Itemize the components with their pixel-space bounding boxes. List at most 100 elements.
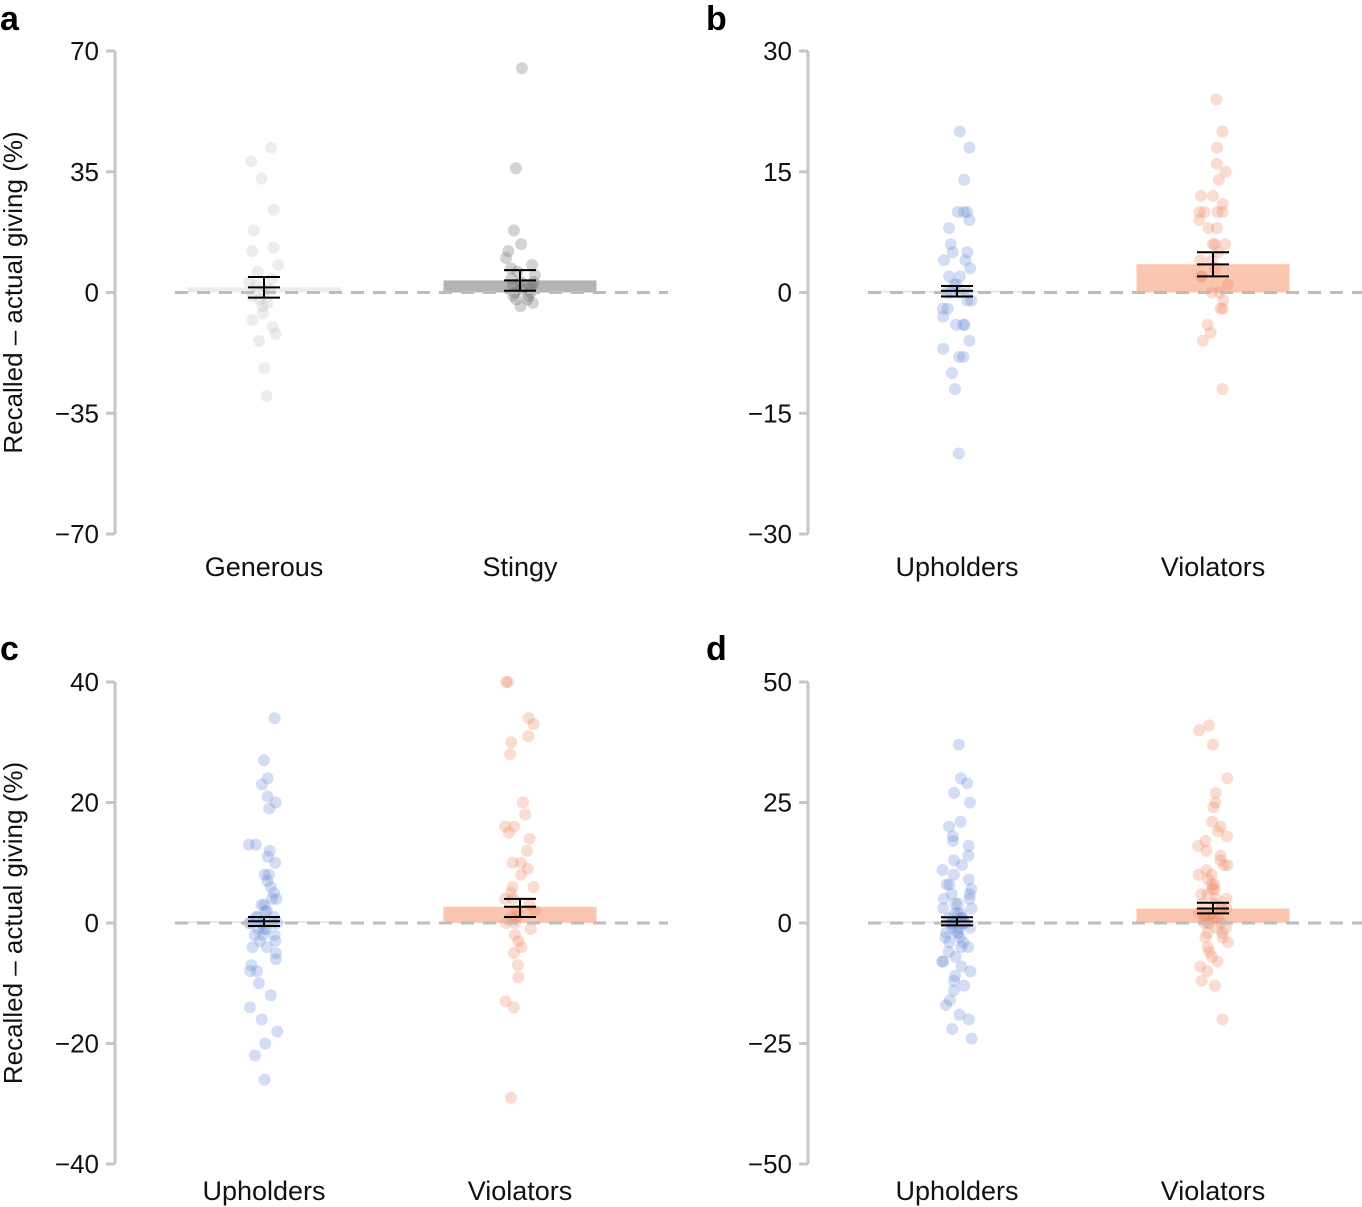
y-tick-label: 0 <box>85 908 99 938</box>
y-axis-label: Recalled – actual giving (%) <box>0 131 28 453</box>
data-point <box>955 960 968 973</box>
data-point <box>261 790 274 803</box>
data-point <box>1201 941 1214 954</box>
data-point <box>951 926 964 939</box>
data-point <box>249 1049 262 1062</box>
data-point <box>263 802 276 815</box>
data-point <box>504 1091 517 1104</box>
y-tick-label: −35 <box>55 398 99 428</box>
data-point <box>245 155 258 168</box>
category-label-upholders: Upholders <box>895 552 1018 582</box>
data-point <box>957 318 970 331</box>
data-point <box>961 777 974 790</box>
data-point <box>266 272 279 285</box>
y-tick-label: 0 <box>85 278 99 308</box>
data-point <box>502 676 515 688</box>
data-point <box>954 270 967 283</box>
data-point <box>1210 93 1223 106</box>
data-point <box>946 246 959 259</box>
data-point <box>943 820 956 833</box>
category-label-generous: Generous <box>205 552 324 582</box>
data-point <box>246 314 259 327</box>
data-point <box>1211 912 1224 925</box>
data-point <box>1206 815 1219 828</box>
data-point <box>270 892 283 905</box>
data-point <box>267 203 280 216</box>
data-point <box>524 923 537 936</box>
data-point <box>506 880 519 893</box>
data-point <box>1200 844 1213 857</box>
data-point <box>1208 878 1221 891</box>
data-point <box>1214 849 1227 862</box>
data-point <box>269 856 282 869</box>
data-point <box>1199 835 1212 848</box>
data-point <box>962 1013 975 1026</box>
data-point <box>963 141 976 154</box>
data-point <box>964 262 977 275</box>
category-label-violators: Violators <box>468 1176 573 1206</box>
data-point <box>508 929 521 942</box>
data-point <box>962 941 975 954</box>
data-point <box>1193 214 1206 227</box>
data-point <box>1207 912 1220 925</box>
data-point <box>950 318 963 331</box>
panel-d: d 50 25 0 −25 −50 Upholders Violators <box>706 630 1362 1206</box>
data-point <box>961 294 974 307</box>
data-point <box>1195 974 1208 987</box>
data-point <box>1205 286 1218 299</box>
data-point <box>1216 931 1229 944</box>
data-point <box>243 1001 256 1014</box>
data-point <box>520 844 533 857</box>
y-tick-label: −30 <box>748 519 792 549</box>
data-point <box>258 1073 271 1086</box>
data-point <box>1214 854 1227 867</box>
data-point <box>515 238 528 251</box>
data-point <box>1206 738 1219 751</box>
data-point <box>1203 719 1216 732</box>
data-point <box>508 820 521 833</box>
data-point <box>940 926 953 939</box>
y-tick-label: 40 <box>70 667 99 697</box>
data-point <box>257 754 270 767</box>
data-point <box>950 278 963 291</box>
data-point <box>261 904 274 917</box>
data-point <box>266 321 279 333</box>
data-point <box>958 206 971 218</box>
data-point <box>946 830 959 843</box>
y-tick-label: −15 <box>748 398 792 428</box>
y-tick-label: 50 <box>763 667 792 697</box>
data-point <box>264 989 277 1002</box>
data-point <box>963 334 976 347</box>
data-point <box>259 904 272 917</box>
data-point <box>946 835 959 848</box>
data-point <box>1193 724 1206 737</box>
panel-b: b 30 15 0 −15 −30 Upholders Violators <box>706 0 1362 582</box>
data-point <box>1219 238 1232 251</box>
panel-letter: a <box>0 0 20 38</box>
data-point <box>953 1008 966 1021</box>
data-point <box>255 778 268 791</box>
data-point <box>512 935 525 948</box>
data-point <box>945 888 958 901</box>
data-point <box>1203 945 1216 958</box>
data-point <box>260 390 273 402</box>
data-point <box>519 808 532 821</box>
data-point <box>949 897 962 910</box>
data-point <box>1214 302 1227 315</box>
data-point <box>253 935 266 948</box>
data-point <box>1211 955 1224 968</box>
data-point <box>1208 238 1221 251</box>
data-point <box>261 772 274 785</box>
data-point <box>951 926 964 939</box>
data-point <box>1192 868 1205 881</box>
data-point <box>961 246 974 259</box>
data-point <box>948 786 961 799</box>
data-point <box>522 712 535 725</box>
data-point <box>269 327 282 340</box>
data-point <box>947 868 960 881</box>
data-point <box>527 276 540 289</box>
y-tick-label: 30 <box>763 36 792 66</box>
data-point <box>1211 206 1224 218</box>
data-point <box>261 850 274 863</box>
data-point <box>251 965 264 978</box>
